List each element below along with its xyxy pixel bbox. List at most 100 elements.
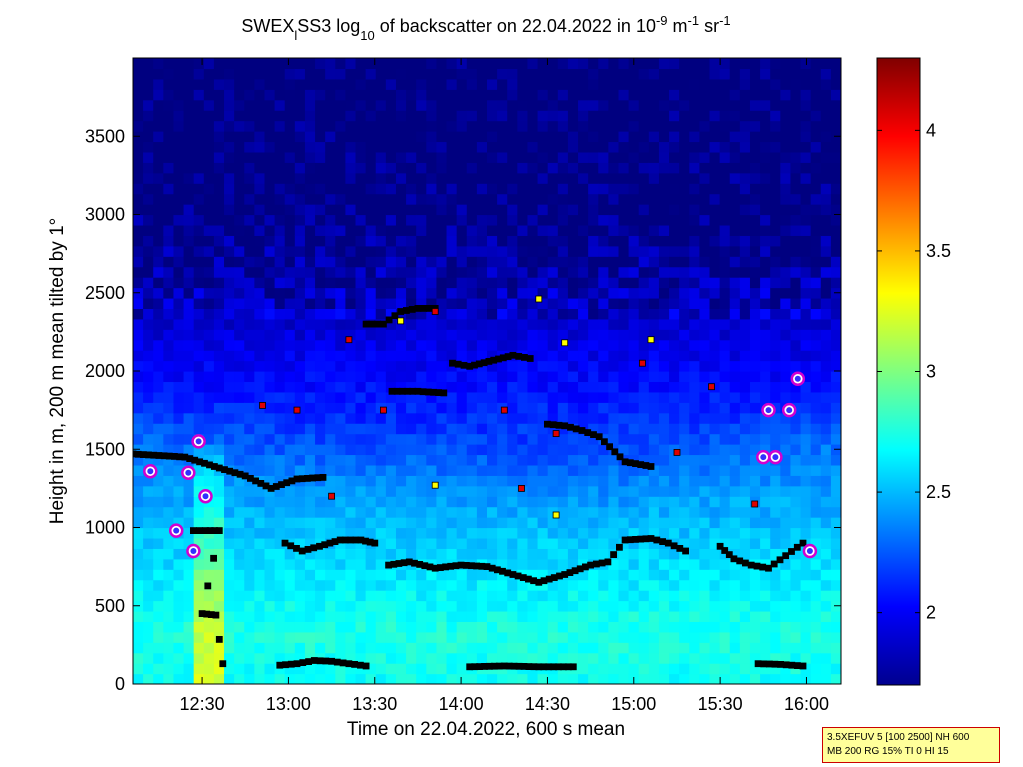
heatmap-cell [557, 350, 569, 362]
heatmap-cell [244, 454, 255, 466]
heatmap-cell [385, 475, 397, 487]
heatmap-cell [456, 569, 468, 581]
heatmap-cell [244, 224, 255, 236]
heatmap-cell [244, 402, 255, 414]
heatmap-cell [315, 350, 326, 362]
heatmap-cell [466, 391, 478, 403]
heatmap-cell [476, 308, 488, 320]
heatmap-cell [345, 673, 357, 684]
heatmap-cell [598, 652, 609, 664]
heatmap-cell [567, 464, 579, 476]
heatmap-cell [133, 485, 144, 497]
heatmap-cell [153, 120, 164, 132]
heatmap-cell [456, 204, 468, 216]
heatmap-cell [335, 214, 346, 226]
heatmap-cell [213, 673, 225, 684]
heatmap-cell [406, 99, 417, 111]
heatmap-cell [304, 663, 316, 675]
heatmap-cell [173, 631, 185, 643]
heatmap-cell [335, 183, 346, 195]
heatmap-cell [578, 277, 589, 289]
heatmap-cell [810, 308, 822, 320]
heatmap-cell [466, 381, 478, 393]
heatmap-cell [628, 141, 640, 153]
heatmap-cell [527, 256, 539, 268]
heatmap-cell [436, 600, 448, 612]
detection-marker [770, 560, 778, 568]
heatmap-cell [395, 517, 407, 529]
heatmap-cell [820, 444, 832, 456]
heatmap-cell [406, 214, 417, 226]
heatmap-cell [658, 517, 670, 529]
heatmap-cell [335, 423, 346, 435]
heatmap-cell [183, 642, 195, 654]
heatmap-cell [426, 235, 438, 247]
heatmap-cell [790, 235, 802, 247]
heatmap-cell [153, 193, 164, 205]
heatmap-cell [648, 600, 660, 612]
heatmap-cell [810, 391, 822, 403]
heatmap-cell [578, 339, 589, 351]
heatmap-cell [669, 527, 680, 539]
heatmap-cell [163, 579, 175, 591]
heatmap-cell [345, 99, 357, 111]
heatmap-cell [163, 506, 175, 518]
heatmap-cell [608, 329, 620, 341]
heatmap-cell [608, 172, 620, 184]
heatmap-cell [669, 517, 680, 529]
heatmap-cell [264, 621, 276, 633]
heatmap-cell [193, 78, 205, 90]
heatmap-cell [638, 110, 650, 122]
heatmap-cell [648, 485, 660, 497]
heatmap-cell [466, 162, 478, 174]
heatmap-cell [345, 527, 357, 539]
heatmap-cell [689, 58, 700, 70]
heatmap-cell [193, 339, 205, 351]
heatmap-cell [648, 245, 660, 257]
heatmap-cell [527, 131, 539, 143]
heatmap-cell [507, 245, 518, 257]
heatmap-cell [608, 245, 620, 257]
heatmap-cell [294, 433, 306, 445]
heatmap-cell [760, 485, 771, 497]
heatmap-cell [254, 652, 266, 664]
heatmap-cell [436, 131, 448, 143]
heatmap-cell [395, 99, 407, 111]
heatmap-cell [638, 89, 650, 101]
heatmap-cell [547, 256, 559, 268]
heatmap-cell [517, 496, 529, 508]
heatmap-cell [669, 329, 680, 341]
heatmap-cell [638, 308, 650, 320]
heatmap-cell [679, 402, 690, 414]
heatmap-cell [446, 433, 458, 445]
heatmap-cell [770, 68, 781, 80]
heatmap-cell [608, 277, 620, 289]
heatmap-cell [203, 183, 215, 195]
heatmap-cell [709, 391, 721, 403]
heatmap-cell [729, 172, 741, 184]
heatmap-cell [689, 621, 700, 633]
heatmap-cell [234, 631, 245, 643]
heatmap-cell [810, 381, 822, 393]
heatmap-cell [588, 287, 599, 299]
heatmap-cell [385, 183, 397, 195]
heatmap-cell [487, 58, 498, 70]
heatmap-cell [739, 642, 751, 654]
heatmap-cell [770, 131, 781, 143]
heatmap-cell [456, 120, 468, 132]
detection-marker [431, 308, 439, 315]
heatmap-cell [487, 339, 498, 351]
heatmap-cell [365, 444, 377, 456]
heatmap-cell [669, 141, 680, 153]
heatmap-cell [274, 308, 286, 320]
heatmap-cell [679, 120, 690, 132]
heatmap-cell [820, 381, 832, 393]
heatmap-cell [456, 381, 468, 393]
heatmap-cell [426, 287, 438, 299]
detection-marker [328, 492, 336, 500]
heatmap-cell [689, 99, 700, 111]
heatmap-cell [679, 412, 690, 424]
detection-marker [425, 304, 433, 312]
heatmap-cell [395, 245, 407, 257]
heatmap-cell [416, 287, 427, 299]
